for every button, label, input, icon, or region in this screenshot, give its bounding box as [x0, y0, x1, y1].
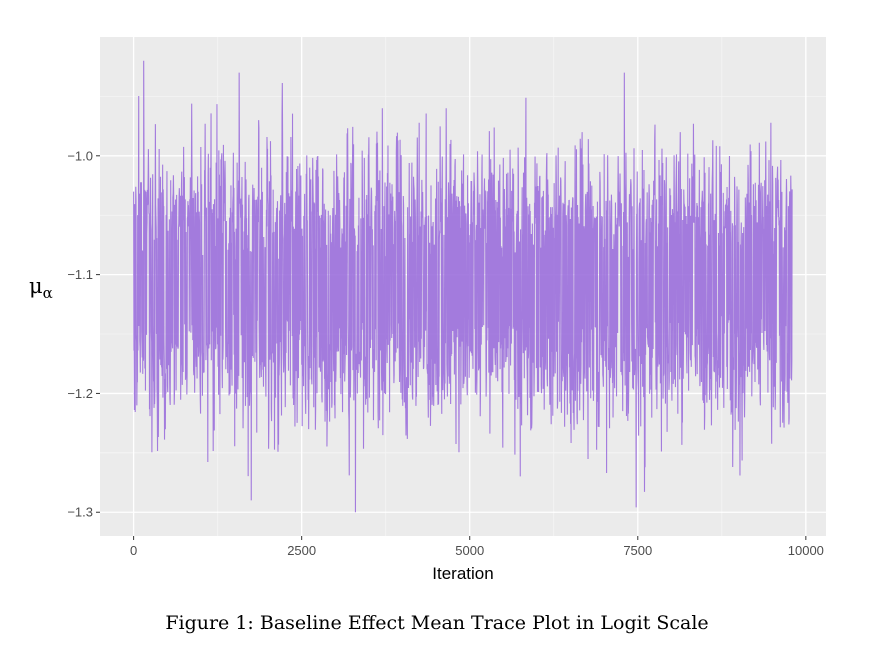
- trace-plot: −1.3 −1.2 −1.1 −1.0 0 2500 5000 7500 10000 Iter…: [29, 37, 826, 583]
- y-tick-label: −1.3: [67, 505, 93, 520]
- trace-line: [133, 60, 793, 513]
- x-tick-label: 2500: [287, 543, 316, 558]
- x-axis-ticks: 0 2500 5000 7500 10000: [130, 536, 824, 558]
- x-tick-label: 10000: [788, 543, 824, 558]
- y-axis-title-main: μ: [29, 274, 43, 298]
- y-tick-label: −1.1: [67, 267, 93, 282]
- x-tick-label: 5000: [455, 543, 484, 558]
- x-tick-label: 0: [130, 543, 137, 558]
- y-tick-label: −1.0: [67, 148, 93, 163]
- y-axis-ticks: −1.3 −1.2 −1.1 −1.0: [67, 148, 100, 520]
- figure-caption: Figure 1: Baseline Effect Mean Trace Plo…: [165, 612, 709, 634]
- x-axis-title: Iteration: [432, 564, 493, 583]
- x-tick-label: 7500: [623, 543, 652, 558]
- y-axis-title: μα: [29, 274, 53, 302]
- y-tick-label: −1.2: [67, 386, 93, 401]
- y-axis-title-subscript: α: [43, 284, 53, 302]
